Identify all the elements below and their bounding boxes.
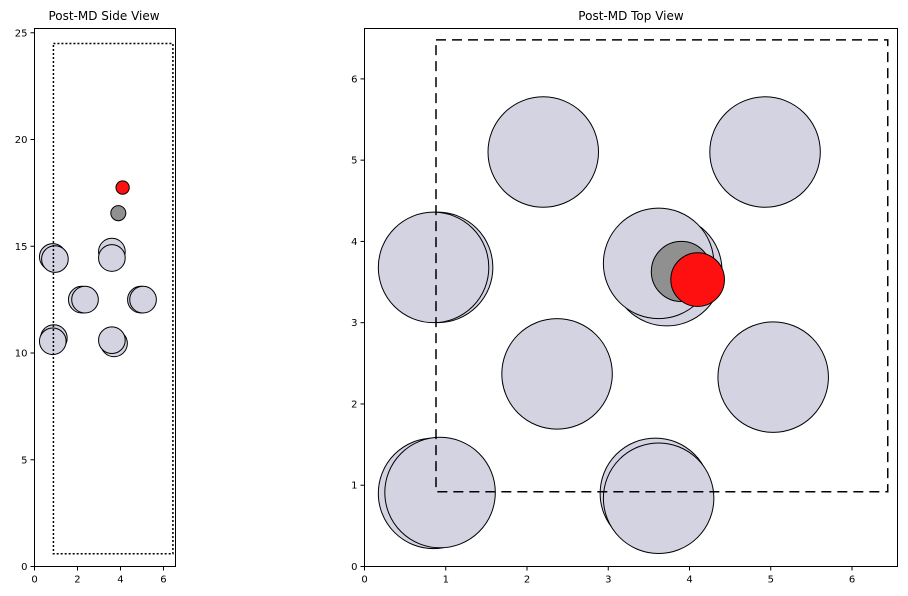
top-view-ytick-label-6: 6 [351, 74, 357, 85]
top-view-ytick-label-5: 5 [351, 156, 357, 167]
top-view-ytick-label-4: 4 [351, 237, 357, 248]
side-view-ytick-label-1: 5 [21, 455, 27, 466]
side-view-atom-12 [110, 205, 127, 222]
side-view-atoms [38, 180, 157, 358]
side-view-ytick-label-2: 10 [15, 349, 28, 360]
top-view-xtick-label-0: 0 [361, 575, 367, 586]
side-view-ytick-label-5: 25 [15, 28, 28, 39]
top-view-ytick-label-0: 0 [351, 562, 357, 573]
top-view-atom-3 [377, 211, 490, 324]
side-view-atom-3 [98, 244, 126, 272]
top-view-ytick-label-3: 3 [351, 318, 357, 329]
top-view-cell-box [435, 39, 889, 493]
top-view-atom-11 [602, 442, 715, 554]
top-view-x-axis: 0 1 2 3 4 5 6 [361, 566, 855, 586]
side-view-atom-11 [98, 326, 126, 355]
top-view-atom-6 [501, 318, 613, 430]
top-view-atom-7 [717, 321, 829, 433]
top-view-atom-0 [487, 96, 599, 208]
side-view-axes-frame [34, 28, 176, 567]
top-view-xtick-label-6: 6 [849, 575, 855, 586]
side-view-panel: Post-MD Side View 0 2 4 6 0 5 10 15 20 25 [15, 9, 176, 586]
side-view-xtick-label-2: 4 [117, 575, 123, 586]
top-view-y-axis: 0 1 2 3 4 5 6 [351, 74, 365, 573]
side-view-atom-7 [129, 285, 157, 314]
top-view-atom-13 [670, 252, 725, 307]
top-view-ytick-label-1: 1 [351, 481, 357, 492]
top-view-title: Post-MD Top View [578, 9, 684, 23]
side-view-cell-box [52, 42, 174, 555]
side-view-x-axis: 0 2 4 6 [31, 566, 167, 586]
top-view-xtick-label-1: 1 [443, 575, 449, 586]
side-view-atom-1 [41, 245, 69, 273]
top-view-xtick-label-2: 2 [524, 575, 530, 586]
side-view-ytick-label-3: 15 [15, 242, 28, 253]
top-view-xtick-label-3: 3 [605, 575, 611, 586]
top-view-atom-1 [709, 96, 821, 208]
top-view-atoms [377, 96, 829, 554]
top-view-xtick-label-5: 5 [768, 575, 774, 586]
top-view-cell-boundary [435, 39, 889, 493]
side-view-atom-13 [115, 180, 130, 195]
side-view-cell-boundary [52, 42, 174, 555]
top-view-atom-9 [384, 436, 496, 549]
top-view-axes-frame [364, 28, 898, 567]
side-view-xtick-label-0: 0 [31, 575, 37, 586]
side-view-ytick-label-0: 0 [21, 562, 27, 573]
side-view-xtick-label-3: 6 [160, 575, 166, 586]
side-view-ytick-label-4: 20 [15, 135, 28, 146]
top-view-xtick-label-4: 4 [686, 575, 692, 586]
top-view-panel: Post-MD Top View 0 1 2 3 4 5 6 0 1 2 3 4 5 6 [351, 9, 898, 586]
side-view-xtick-label-1: 2 [74, 575, 80, 586]
side-view-title: Post-MD Side View [48, 9, 159, 23]
top-view-ytick-label-2: 2 [351, 399, 357, 410]
side-view-y-axis: 0 5 10 15 20 25 [15, 28, 35, 573]
side-view-atom-5 [71, 285, 99, 314]
